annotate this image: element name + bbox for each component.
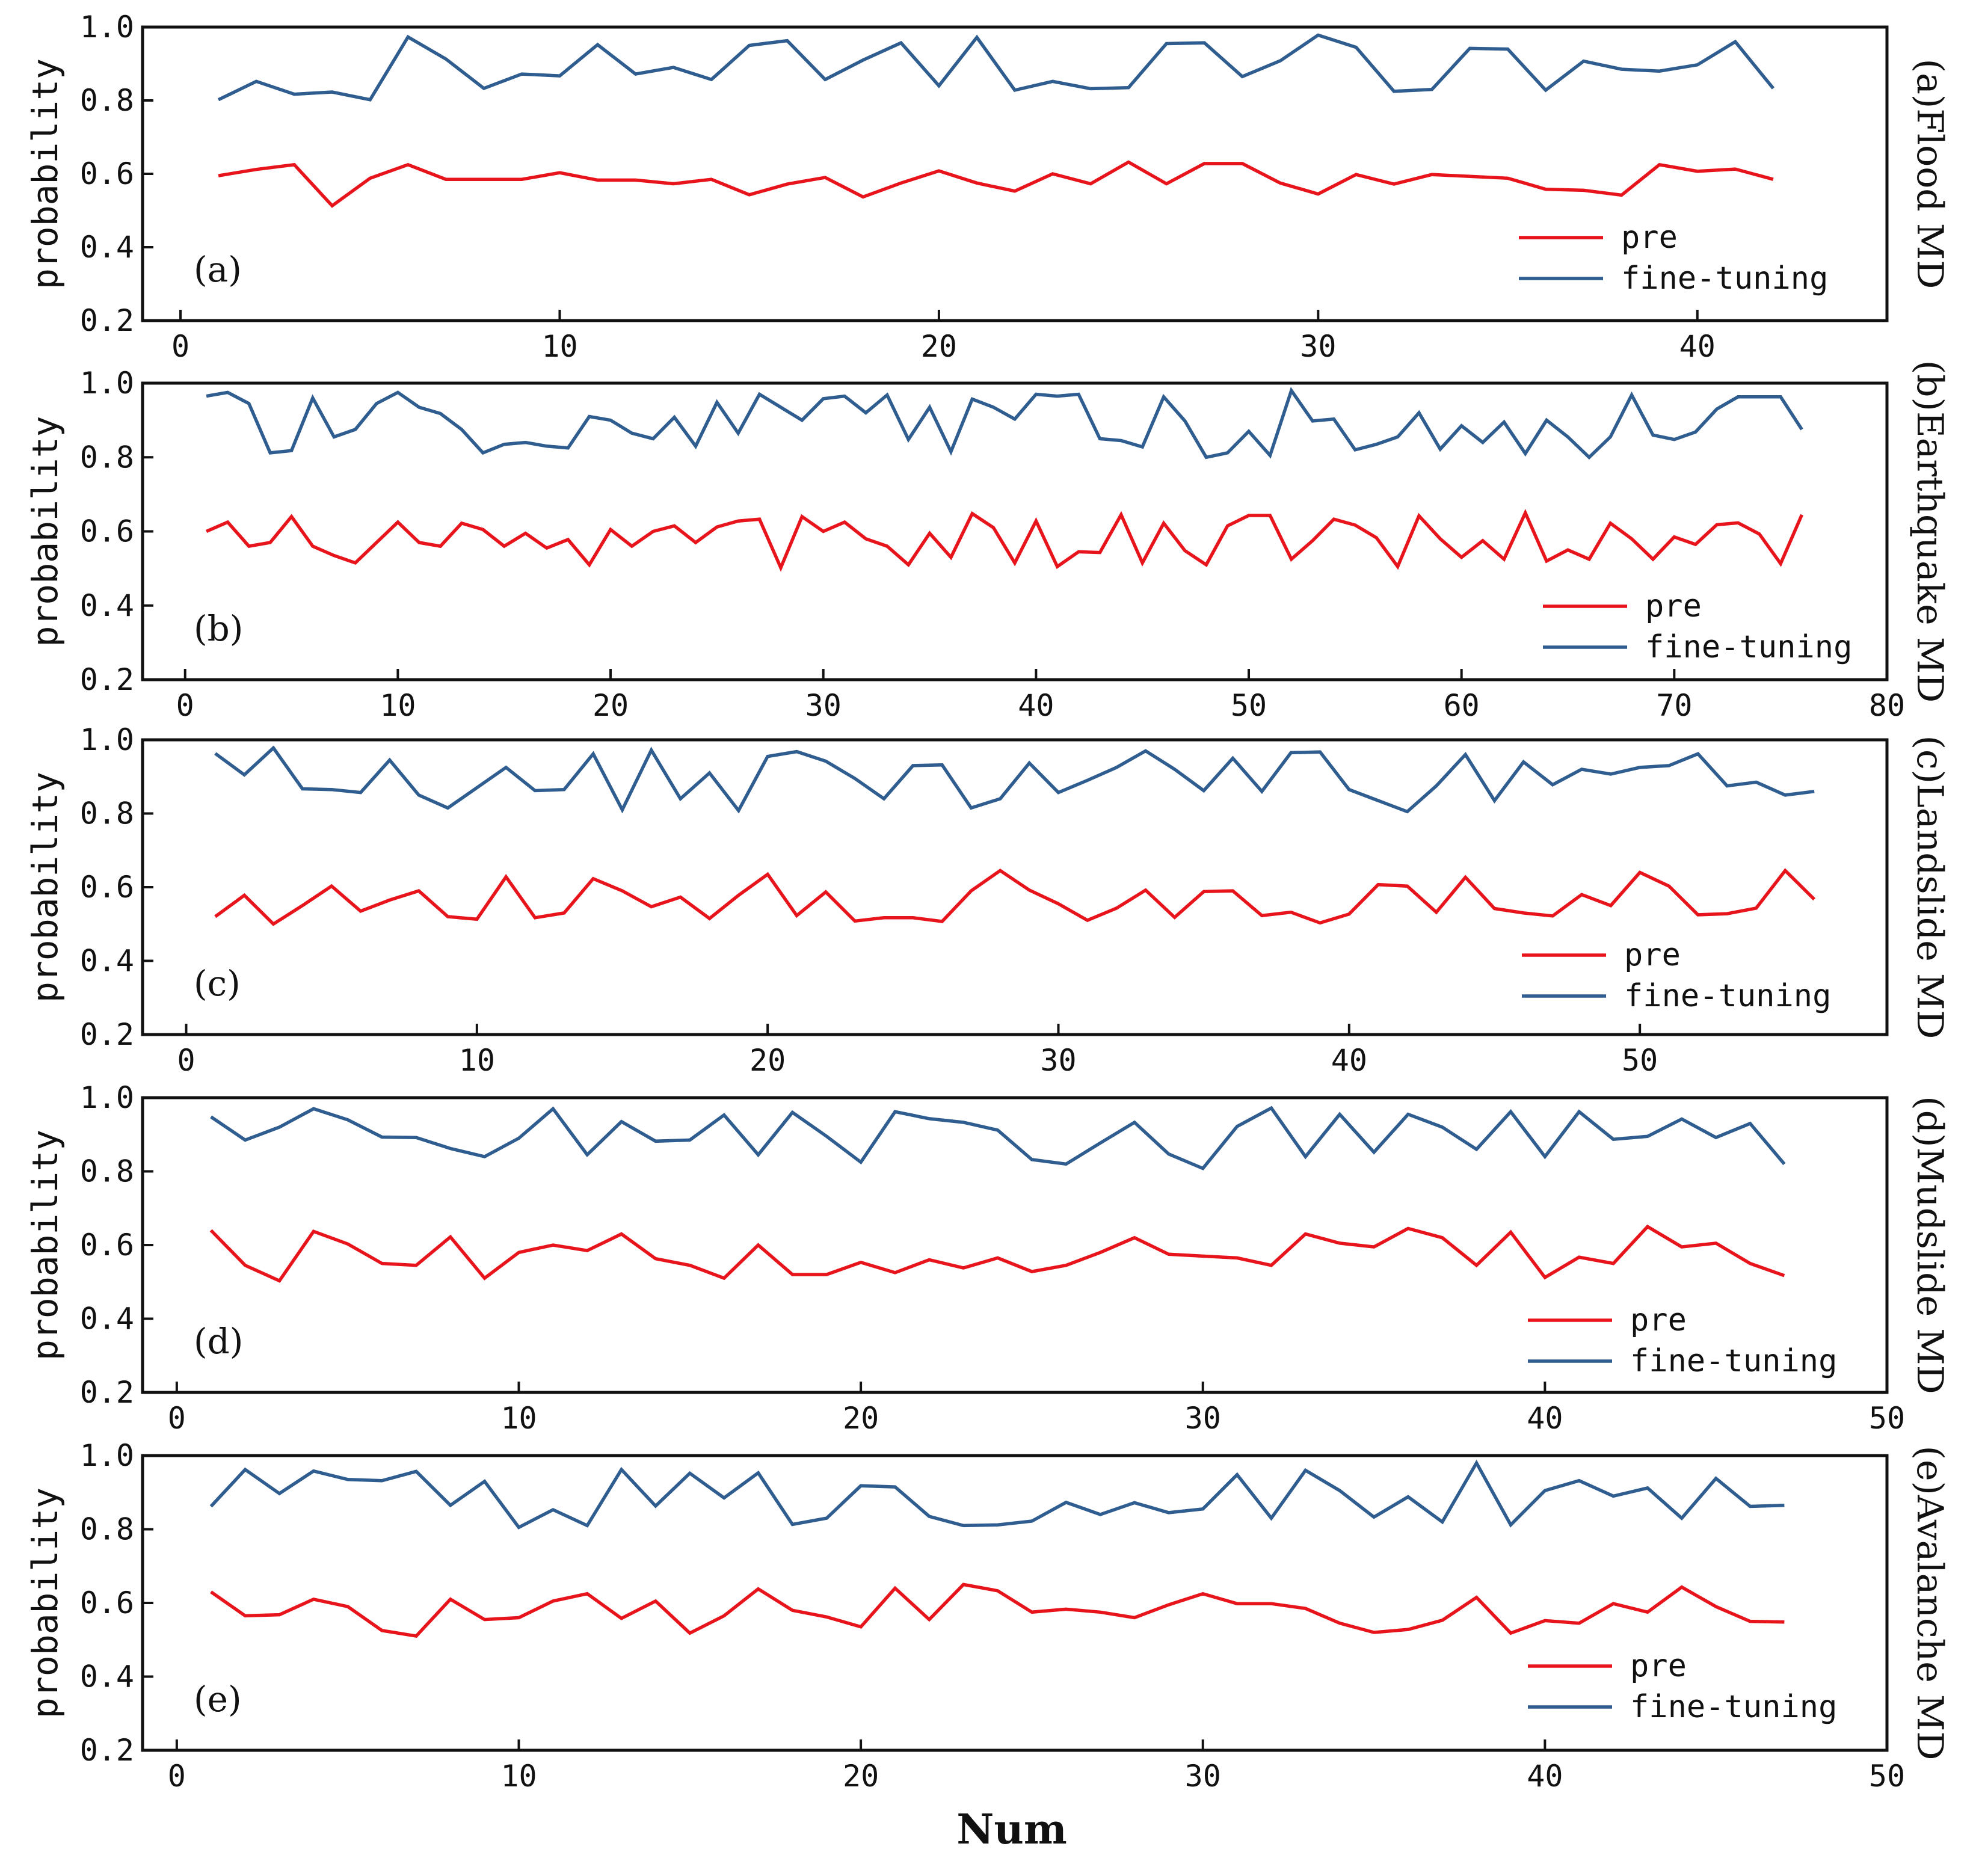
panel-label: (e) <box>194 1679 242 1720</box>
series-line-pre <box>210 1582 1785 1638</box>
y-axis-title: probability <box>25 416 66 647</box>
x-tick-label: 20 <box>921 329 957 364</box>
series-line-pre <box>206 509 1804 572</box>
x-tick-label: 10 <box>500 1401 537 1436</box>
x-tick-label: 20 <box>843 1759 879 1794</box>
x-tick-label: 20 <box>592 688 629 723</box>
y-tick-label: 1.0 <box>80 1438 134 1473</box>
panel-label: (b) <box>194 608 243 649</box>
plot-frame-2 <box>141 381 1889 681</box>
x-tick-label: 20 <box>843 1401 879 1436</box>
y-tick-label: 0.6 <box>80 1228 134 1262</box>
legend-label: fine-tuning <box>1645 629 1852 665</box>
x-tick-label: 0 <box>168 1401 186 1436</box>
y-axis-title: probability <box>25 1130 66 1361</box>
y-tick-label: 0.8 <box>80 440 134 475</box>
x-tick-label: 30 <box>805 688 842 723</box>
y-tick-label: 1.0 <box>80 366 134 401</box>
y-axis-title: probability <box>25 1487 66 1718</box>
y-tick-label: 0.8 <box>80 1512 134 1547</box>
y-tick-label: 0.2 <box>80 662 134 697</box>
y-tick-label: 0.6 <box>80 156 134 191</box>
series-line-fine-tuning <box>214 745 1815 814</box>
y-tick-label: 1.0 <box>80 10 134 45</box>
x-tick-label: 0 <box>168 1759 186 1794</box>
x-tick-label: 10 <box>380 688 416 723</box>
y-tick-label: 0.6 <box>80 1585 134 1620</box>
y-tick-label: 0.2 <box>80 303 134 338</box>
legend-label: fine-tuning <box>1621 260 1828 297</box>
y-tick-label: 0.4 <box>80 588 134 623</box>
y-tick-label: 0.8 <box>80 796 134 831</box>
x-tick-label: 10 <box>500 1759 537 1794</box>
panel-title: (c)Landslide MD <box>1909 736 1951 1039</box>
series-line-pre <box>218 160 1774 208</box>
x-axis-title: Num <box>956 1806 1067 1854</box>
y-axis-title: probability <box>25 58 66 289</box>
x-tick-label: 40 <box>1527 1401 1563 1436</box>
y-tick-label: 0.8 <box>80 1154 134 1189</box>
y-tick-label: 1.0 <box>80 1080 134 1115</box>
y-tick-label: 0.4 <box>80 1302 134 1336</box>
panel-title: (e)Avalanche MD <box>1909 1446 1951 1761</box>
x-tick-label: 30 <box>1040 1043 1076 1078</box>
series-line-pre <box>209 1224 1785 1283</box>
y-tick-label: 0.6 <box>80 870 134 905</box>
series-line-pre <box>214 868 1816 926</box>
series-line-fine-tuning <box>217 33 1775 102</box>
x-tick-label: 50 <box>1231 688 1267 723</box>
x-tick-label: 0 <box>176 688 194 723</box>
x-tick-label: 70 <box>1656 688 1692 723</box>
y-tick-label: 0.6 <box>80 514 134 549</box>
x-tick-label: 50 <box>1622 1043 1658 1078</box>
panel-label: (a) <box>194 249 242 290</box>
y-axis-title: probability <box>25 772 66 1003</box>
plot-frame-4 <box>141 1096 1889 1394</box>
x-tick-label: 40 <box>1018 688 1054 723</box>
y-tick-label: 0.2 <box>80 1733 134 1768</box>
legend-label: pre <box>1630 1302 1687 1338</box>
series-line-fine-tuning <box>206 387 1803 460</box>
panel-title: (a)Flood MD <box>1909 59 1951 289</box>
legend-label: fine-tuning <box>1630 1343 1837 1379</box>
y-tick-label: 0.2 <box>80 1017 134 1052</box>
y-tick-label: 0.8 <box>80 83 134 118</box>
series-line-fine-tuning <box>210 1106 1786 1170</box>
x-tick-label: 60 <box>1444 688 1480 723</box>
x-tick-label: 40 <box>1331 1043 1367 1078</box>
y-tick-label: 0.4 <box>80 230 134 265</box>
y-tick-label: 0.4 <box>80 944 134 979</box>
panel-title: (d)Mudslide MD <box>1909 1096 1951 1394</box>
x-tick-label: 0 <box>177 1043 195 1078</box>
panel-label: (d) <box>194 1321 243 1362</box>
x-tick-label: 10 <box>459 1043 495 1078</box>
x-tick-label: 50 <box>1869 1759 1905 1794</box>
legend-label: pre <box>1630 1648 1687 1684</box>
legend-label: pre <box>1621 220 1678 256</box>
x-tick-label: 30 <box>1185 1401 1221 1436</box>
legend-label: pre <box>1624 937 1681 973</box>
x-tick-label: 30 <box>1300 329 1336 364</box>
y-tick-label: 0.4 <box>80 1659 134 1694</box>
legend-label: fine-tuning <box>1630 1689 1837 1725</box>
y-tick-label: 0.2 <box>80 1375 134 1410</box>
x-tick-label: 10 <box>541 329 577 364</box>
x-tick-label: 0 <box>171 329 189 364</box>
panel-label: (c) <box>194 963 241 1004</box>
x-tick-label: 80 <box>1869 688 1905 723</box>
x-tick-label: 40 <box>1679 329 1716 364</box>
x-tick-label: 50 <box>1869 1401 1905 1436</box>
x-tick-label: 30 <box>1185 1759 1221 1794</box>
panel-title: (b)Earthquake MD <box>1909 360 1951 703</box>
y-tick-label: 1.0 <box>80 722 134 757</box>
series-line-fine-tuning <box>209 1459 1785 1530</box>
legend-label: fine-tuning <box>1624 978 1831 1014</box>
x-tick-label: 40 <box>1527 1759 1563 1794</box>
legend-label: pre <box>1645 588 1702 624</box>
x-tick-label: 20 <box>749 1043 786 1078</box>
